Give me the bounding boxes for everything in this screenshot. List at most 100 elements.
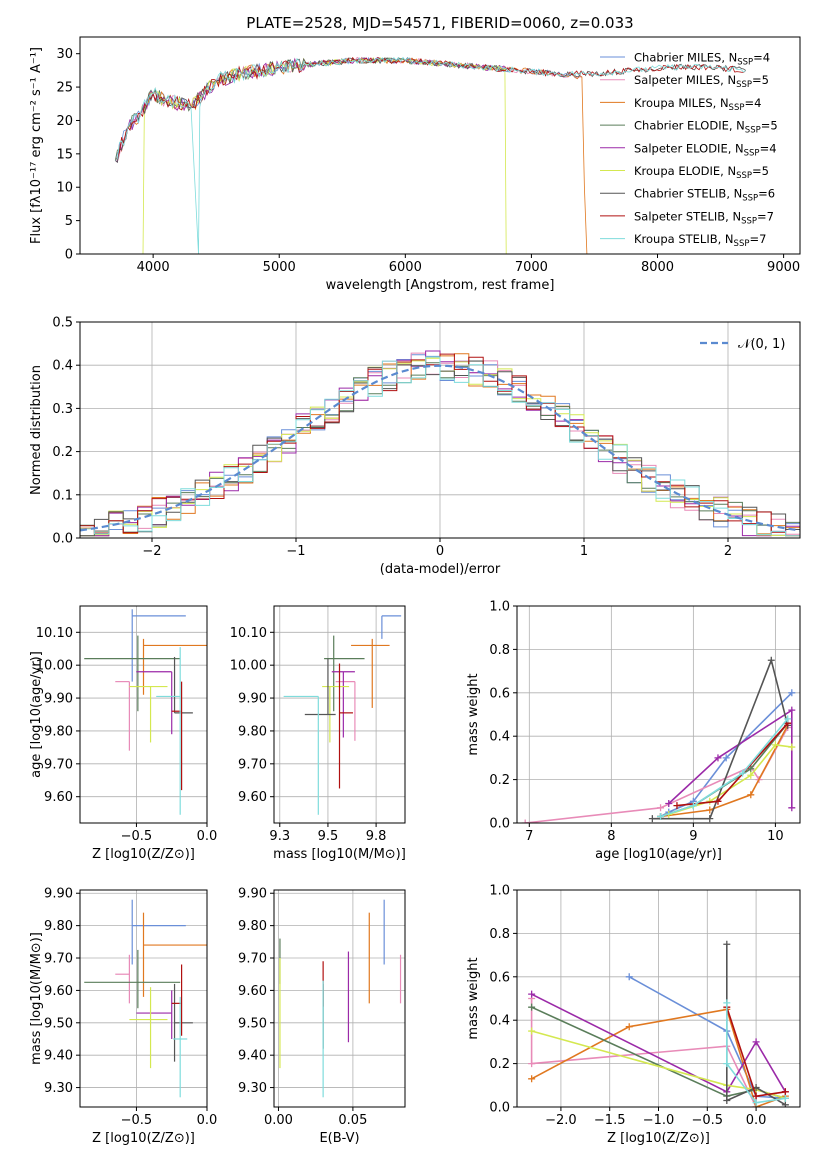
- panel-mass_vs_Z: [80, 890, 208, 1107]
- panel-weight_vs_Z: [517, 889, 800, 1108]
- y-tick-label: 10.00: [36, 659, 73, 674]
- y-tick-label: 10.10: [36, 626, 73, 641]
- axes-frame: [516, 605, 801, 824]
- x-axis-label: mass [log10(M/M⊙)]: [273, 847, 406, 862]
- x-axis-label: Z [log10(Z/Z⊙)]: [92, 847, 195, 862]
- plus-marker: [722, 754, 730, 762]
- legend-entry: Chabrier STELIB, NSSP=6: [634, 187, 775, 204]
- y-tick-label: 9.30: [238, 1081, 267, 1096]
- plus-marker: [706, 815, 714, 823]
- y-tick-label: 0.2: [489, 773, 510, 788]
- y-tick-label: 9.70: [44, 952, 73, 967]
- y-tick-label: 0.0: [489, 817, 510, 832]
- errorbar-point: [335, 681, 356, 741]
- y-tick-label: 10: [56, 181, 73, 196]
- legend-tail: =6: [758, 187, 775, 201]
- spectrum-series-line: [115, 56, 747, 254]
- y-tick-label: 0.6: [489, 686, 510, 701]
- errorbar-point: [283, 695, 319, 815]
- errorbar-point: [173, 996, 188, 1098]
- x-tick-label: 5000: [263, 260, 296, 275]
- axes-mass_vs_Z: −0.5 0.0 9.30 9.40 9.50 9.60 9.70 9.80 9.90 Z [lo…: [29, 887, 217, 1146]
- x-tick-label: 9.5: [318, 829, 339, 844]
- plus-marker: [673, 802, 681, 810]
- plus-marker: [657, 812, 665, 820]
- y-tick-label: 9.50: [44, 1016, 73, 1031]
- plus-marker: [781, 1094, 789, 1102]
- y-tick-label: 10.00: [230, 659, 267, 674]
- spectrum-series-line: [114, 56, 583, 161]
- plus-marker: [625, 973, 633, 981]
- axes-residuals: −2 −1 0 1 2 0.0 0.1 0.2 0.3 0.4 0.5 (data-model)/er…: [29, 316, 801, 577]
- plus-marker: [747, 791, 755, 799]
- legend-subscript: SSP: [741, 216, 757, 226]
- spectrum-series-line: [114, 56, 747, 161]
- axes-frame: [79, 889, 208, 1108]
- y-tick-label: 0.0: [489, 1101, 510, 1116]
- plus-marker: [521, 819, 529, 823]
- x-tick-label: 4000: [137, 260, 170, 275]
- legend-subscript: SSP: [736, 80, 752, 90]
- panel-spectrum: [114, 56, 747, 254]
- legend-entry: Chabrier ELODIE, NSSP=5: [634, 119, 778, 136]
- y-tick-label: 0.4: [489, 730, 510, 745]
- legend-text: Kroupa ELODIE, N: [634, 164, 736, 178]
- weight-series-line: [725, 1002, 786, 1104]
- x-tick-label: 8000: [641, 260, 674, 275]
- plot-area: [283, 615, 402, 815]
- x-tick-label: 0.05: [338, 1113, 367, 1128]
- legend-subscript: SSP: [742, 194, 758, 204]
- weight-series-line: [531, 993, 787, 1093]
- y-tick-label: 9.90: [44, 692, 73, 707]
- legend-tail: =5: [761, 119, 778, 133]
- y-tick-label: 9.60: [44, 984, 73, 999]
- errorbar-point: [324, 635, 365, 712]
- legend-text: Salpeter STELIB, N: [634, 209, 741, 223]
- x-axis-label: E(B-V): [319, 1131, 359, 1146]
- errorbar-point: [115, 681, 130, 751]
- legend-tail: =7: [757, 209, 774, 223]
- axes-age_vs_mass: 9.3 9.5 9.8 9.60 9.70 9.80 9.90 10.00 10.10 mass …: [230, 605, 406, 862]
- y-tick-label: 1.0: [489, 600, 510, 615]
- axes-mass_vs_EBV: 0.00 0.05 9.30 9.40 9.50 9.60 9.70 9.80 9.90 E(B-…: [238, 887, 406, 1146]
- errorbar-point: [173, 983, 193, 1062]
- plot-area: [80, 350, 800, 537]
- x-tick-label: 0.00: [264, 1113, 293, 1128]
- plot-area: [84, 899, 207, 1098]
- panel-age_vs_Z: [80, 606, 208, 823]
- plus-marker: [657, 804, 665, 812]
- x-tick-label: −1.0: [643, 1113, 675, 1128]
- axes-weight_vs_age: 7 8 9 10 0.0 0.2 0.4 0.6 0.8 1.0 age [log10(age/yr…: [466, 600, 801, 862]
- legend-entry: Salpeter MILES, NSSP=5: [634, 73, 769, 90]
- y-tick-label: 0.0: [52, 532, 73, 547]
- plus-marker: [747, 771, 755, 779]
- plus-marker: [528, 1027, 536, 1035]
- weight-series-line: [660, 725, 789, 818]
- panel-residuals: [80, 321, 800, 539]
- y-tick-label: 20: [56, 114, 73, 129]
- spectrum-series-line: [114, 56, 507, 161]
- axes-spectrum: 4000 5000 6000 7000 8000 9000 0 5 10 15 20 25 30 wave…: [29, 36, 801, 293]
- plot-area: [114, 56, 747, 254]
- errorbar-point: [129, 685, 168, 743]
- y-tick-label: 0.3: [52, 402, 73, 417]
- plot-area: [84, 609, 207, 815]
- x-tick-label: 8: [607, 829, 615, 844]
- y-tick-label: 9.80: [238, 724, 267, 739]
- errorbar-point: [173, 656, 193, 714]
- y-tick-label: 0.4: [52, 359, 73, 374]
- x-tick-label: 9.3: [269, 829, 290, 844]
- y-tick-label: 9.60: [44, 790, 73, 805]
- errorbar-point: [331, 671, 355, 738]
- y-tick-label: 0: [65, 248, 73, 263]
- legend-subscript: SSP: [737, 58, 753, 68]
- weight-series-line: [660, 718, 789, 818]
- plus-marker: [706, 806, 714, 814]
- legend-text: Kroupa MILES, N: [634, 96, 729, 110]
- legend-entry: Kroupa ELODIE, NSSP=5: [634, 164, 769, 181]
- spectrum-series-line: [115, 57, 507, 163]
- legend-text: Salpeter MILES, N: [634, 73, 736, 87]
- x-tick-label: 0.0: [197, 829, 218, 844]
- y-tick-label: 0.8: [489, 643, 510, 658]
- plus-marker: [528, 1003, 536, 1011]
